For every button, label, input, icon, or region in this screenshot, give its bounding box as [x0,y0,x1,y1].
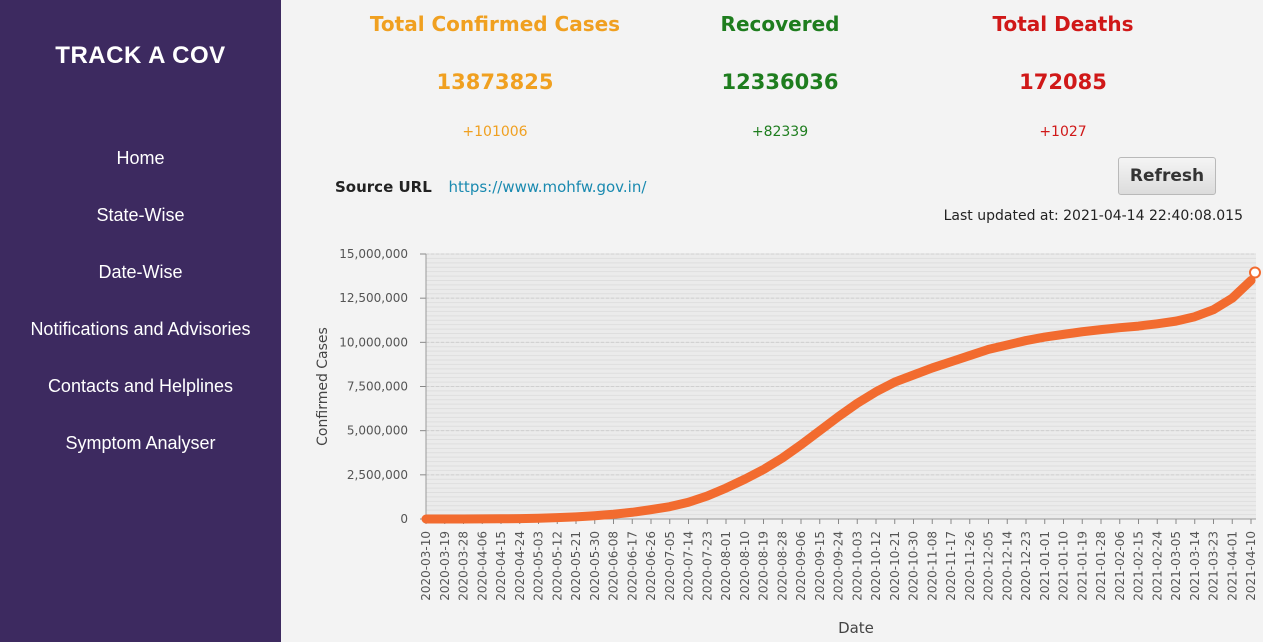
app-brand: TRACK A COV [55,42,226,69]
x-tick-label: 2020-10-21 [888,531,902,601]
x-tick-label: 2020-09-06 [794,531,808,601]
x-tick-label: 2021-03-23 [1207,531,1221,601]
source-label: Source URL [335,178,432,196]
confirmed-cases-chart: 0 2,500,000 5,000,000 7,500,000 10,000,000 12… [315,247,1261,637]
last-updated-text: Last updated at: 2021-04-14 22:40:08.015 [943,208,1243,224]
confirmed-delta: +101006 [462,124,528,140]
x-tick-label: 2020-10-30 [907,531,921,601]
sidebar-item-contacts[interactable]: Contacts and Helplines [47,376,234,396]
x-tick-label: 2021-01-28 [1094,531,1108,601]
recovered-label: Recovered [720,12,840,36]
x-tick-label: 2020-06-26 [644,531,658,601]
sidebar-item-symptom-analyser[interactable]: Symptom Analyser [65,433,216,453]
sidebar-item-state-wise[interactable]: State-Wise [96,205,185,225]
confirmed-label: Total Confirmed Cases [369,12,621,36]
y-tick-label: 5,000,000 [347,424,408,438]
y-axis-title: Confirmed Cases [315,327,331,446]
x-tick-label: 2020-06-08 [607,531,621,601]
x-tick-label: 2020-11-08 [925,531,939,601]
sidebar: TRACK A COV Home State-Wise Date-Wise No… [0,0,281,642]
x-tick-label: 2020-07-05 [663,531,677,601]
x-tick-label: 2020-08-28 [775,531,789,601]
x-tick-label: 2020-07-23 [700,531,714,601]
x-tick-label: 2021-04-10 [1244,531,1258,601]
x-tick-label: 2021-01-01 [1038,531,1052,601]
source-row: Source URL https://www.mohfw.gov.in/ [335,178,646,196]
x-tick-label: 2020-03-28 [457,531,471,601]
y-tick-label: 2,500,000 [347,468,408,482]
x-tick-label: 2020-03-19 [438,531,452,601]
x-tick-label: 2020-12-23 [1019,531,1033,601]
y-tick-label: 7,500,000 [347,380,408,394]
confirmed-value: 13873825 [436,70,554,94]
x-axis-title: Date [838,619,874,637]
x-tick-label: 2021-01-10 [1057,531,1071,601]
recovered-value: 12336036 [721,70,839,94]
x-tick-label: 2020-05-12 [550,531,564,601]
sidebar-item-home[interactable]: Home [116,148,165,168]
sidebar-item-date-wise[interactable]: Date-Wise [98,262,183,282]
x-tick-label: 2020-06-17 [625,531,639,601]
deaths-value: 172085 [1019,70,1107,94]
x-tick-label: 2021-02-15 [1132,531,1146,601]
y-tick-label: 0 [400,512,408,526]
y-tick-label: 12,500,000 [339,291,408,305]
deaths-stat: Total Deaths 172085 +1027 [913,12,1213,140]
x-tick-label: 2020-08-01 [719,531,733,601]
x-tick-label: 2020-07-14 [682,531,696,601]
x-tick-label: 2020-08-19 [757,531,771,601]
sidebar-nav: Home State-Wise Date-Wise Notifications … [0,140,281,482]
series-line [421,276,1256,524]
x-tick-label: 2020-12-05 [982,531,996,601]
x-tick-label: 2021-01-19 [1075,531,1089,601]
x-tick-label: 2021-02-24 [1150,531,1164,601]
x-tick-label: 2021-03-14 [1188,531,1202,601]
deaths-label: Total Deaths [992,12,1134,36]
x-tick-label: 2020-11-17 [944,531,958,601]
x-tick-label: 2020-05-30 [588,531,602,601]
x-tick-label: 2021-03-05 [1169,531,1183,601]
x-tick-label: 2020-10-03 [850,531,864,601]
confirmed-stat: Total Confirmed Cases 13873825 +101006 [345,12,645,140]
recovered-stat: Recovered 12336036 +82339 [630,12,930,140]
sidebar-item-notifications[interactable]: Notifications and Advisories [30,319,251,339]
recovered-delta: +82339 [751,124,809,140]
last-point-marker [1249,266,1261,279]
y-tick-label: 10,000,000 [339,335,408,349]
x-tick-label: 2020-05-03 [532,531,546,601]
y-tick-label: 15,000,000 [339,247,408,261]
x-tick-label: 2021-02-06 [1113,531,1127,601]
x-tick-label: 2020-10-12 [869,531,883,601]
x-tick-label: 2021-04-01 [1225,531,1239,601]
refresh-button[interactable]: Refresh [1118,157,1216,195]
x-tick-label: 2020-04-15 [494,531,508,601]
x-tick-label: 2020-05-21 [569,531,583,601]
x-tick-label: 2020-09-15 [813,531,827,601]
x-tick-label: 2020-09-24 [832,531,846,601]
x-tick-label: 2020-04-24 [513,531,527,601]
main-panel: Total Confirmed Cases 13873825 +101006 R… [281,0,1263,642]
x-tick-label: 2020-03-10 [419,531,433,601]
x-tick-label: 2020-11-26 [963,531,977,601]
x-tick-label: 2020-08-10 [738,531,752,601]
source-link[interactable]: https://www.mohfw.gov.in/ [448,178,647,196]
x-tick-label: 2020-04-06 [475,531,489,601]
deaths-delta: +1027 [1039,124,1087,140]
x-tick-label: 2020-12-14 [1000,531,1014,601]
